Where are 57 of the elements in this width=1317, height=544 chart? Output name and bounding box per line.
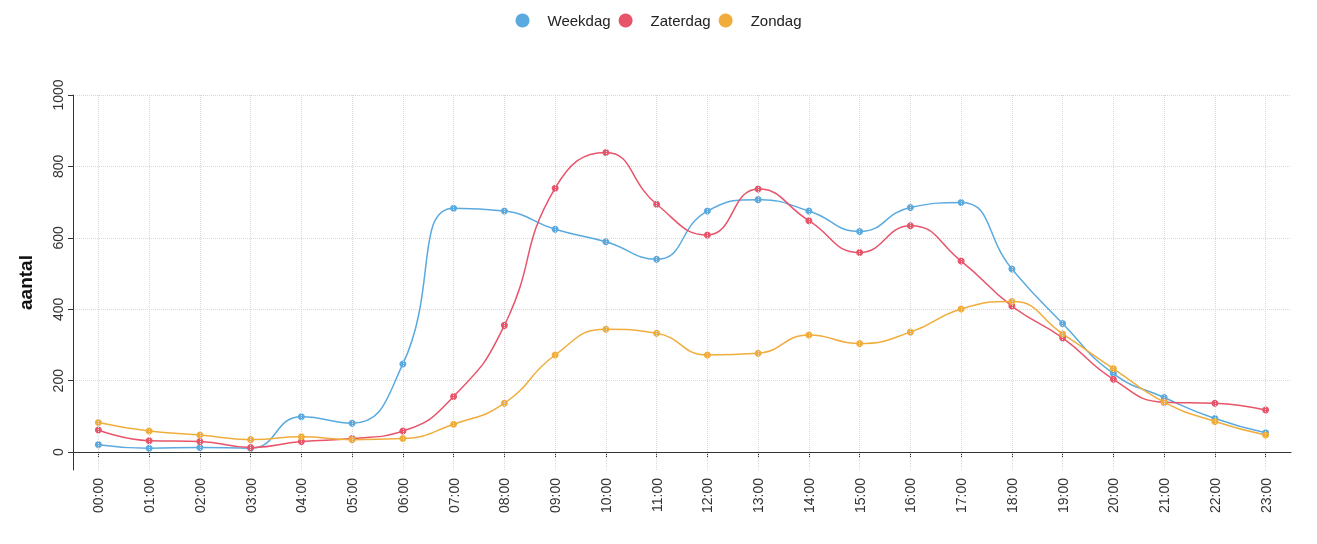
x-tick-label: 12:00	[699, 477, 716, 514]
legend-label: Weekdag	[547, 12, 611, 29]
x-tick-label: 13:00	[750, 477, 767, 514]
x-tick-label: 16:00	[902, 477, 919, 514]
x-tick-label: 18:00	[1003, 477, 1020, 514]
legend-label: Zaterdag	[650, 12, 711, 29]
point	[399, 435, 407, 443]
point	[500, 321, 508, 329]
y-tick-label: 200	[50, 368, 66, 393]
x-tick-label: 20:00	[1105, 477, 1122, 514]
point	[94, 441, 102, 449]
y-tick-label: 0	[50, 448, 66, 457]
x-tick-label: 09:00	[547, 477, 564, 514]
x-tick-label: 15:00	[851, 477, 868, 514]
x-tick-label: 19:00	[1054, 477, 1071, 514]
x-tick-label: 00:00	[90, 477, 107, 514]
x-tick-label: 23:00	[1257, 477, 1274, 514]
x-tick-label: 06:00	[394, 477, 411, 514]
x-tick-label: 11:00	[648, 477, 665, 512]
point	[450, 420, 458, 428]
y-tick-label: 600	[50, 225, 66, 250]
x-tick-label: 21:00	[1156, 477, 1173, 514]
point	[906, 222, 914, 230]
point	[500, 399, 508, 407]
y-tick-label: 800	[50, 154, 66, 179]
point	[906, 328, 914, 336]
point	[1059, 330, 1067, 338]
y-tick-label: 400	[50, 297, 66, 321]
x-tick-label: 02:00	[191, 477, 208, 514]
point	[297, 433, 305, 441]
point	[856, 227, 864, 235]
x-tick-label: 22:00	[1206, 477, 1223, 514]
point	[653, 200, 661, 208]
point	[1008, 297, 1016, 305]
y-axis-title: aantal	[15, 255, 36, 310]
point	[653, 255, 661, 263]
point	[297, 413, 305, 421]
point	[602, 149, 610, 156]
point	[754, 196, 762, 204]
x-tick-label: 03:00	[242, 477, 259, 514]
point	[1262, 406, 1270, 414]
x-tick-label: 08:00	[496, 477, 513, 514]
point	[247, 436, 255, 444]
point	[450, 204, 458, 212]
x-tick-label: 07:00	[445, 477, 462, 514]
x-tick-label: 17:00	[953, 477, 970, 514]
point	[653, 329, 661, 337]
legend-label: Zondag	[750, 12, 802, 29]
x-tick-label: 05:00	[344, 477, 361, 514]
x-tick-label: 10:00	[597, 477, 614, 514]
x-tick-label: 04:00	[293, 477, 310, 514]
x-tick-label: 01:00	[141, 477, 158, 514]
point	[957, 199, 965, 206]
x-tick-label: 14:00	[800, 477, 817, 514]
y-tick-label: 1000	[50, 79, 66, 111]
point	[1109, 375, 1117, 383]
point	[196, 437, 204, 445]
